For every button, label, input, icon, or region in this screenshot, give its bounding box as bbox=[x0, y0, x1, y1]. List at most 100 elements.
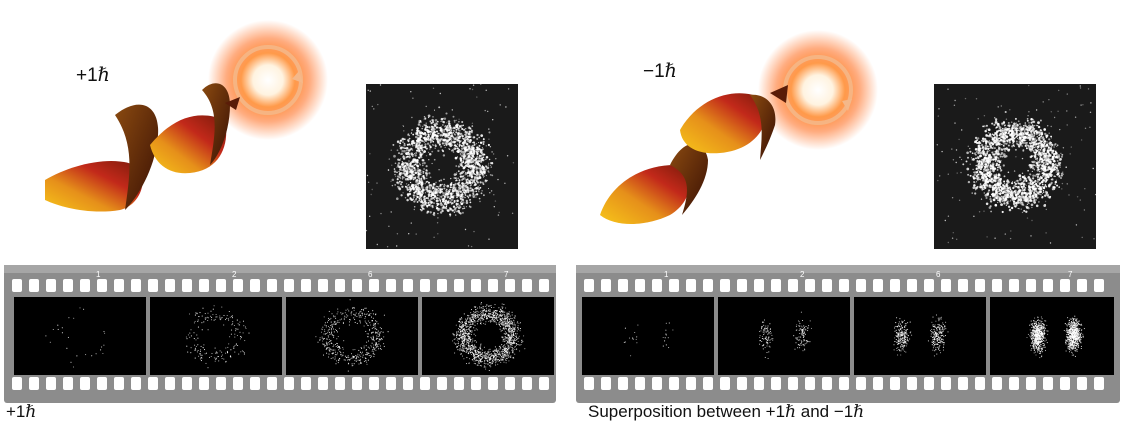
photon-dot bbox=[430, 205, 432, 207]
photon-dot bbox=[228, 310, 230, 313]
photon-dot bbox=[334, 343, 337, 346]
photon-dot bbox=[327, 341, 329, 344]
photon-dot bbox=[491, 360, 493, 363]
photon-dot bbox=[501, 317, 503, 319]
photon-dot bbox=[467, 132, 471, 136]
photon-dot bbox=[376, 243, 378, 246]
photon-dot bbox=[488, 354, 490, 356]
photon-dot bbox=[472, 320, 474, 322]
photon-dot bbox=[995, 160, 997, 162]
photon-dot bbox=[466, 357, 468, 359]
photon-dot bbox=[435, 143, 437, 145]
photon-dot bbox=[504, 339, 506, 341]
photon-dot bbox=[512, 341, 515, 343]
photon-dot bbox=[504, 331, 506, 333]
photon-dot bbox=[403, 144, 406, 147]
film-perforation bbox=[471, 377, 481, 390]
photon-dot bbox=[498, 315, 500, 317]
photon-dot bbox=[391, 164, 393, 166]
photon-dot bbox=[448, 190, 451, 193]
photon-dot bbox=[1043, 128, 1047, 131]
photon-dot bbox=[72, 366, 75, 368]
photon-dot bbox=[400, 194, 403, 197]
photon-dot bbox=[431, 162, 433, 165]
photon-dot bbox=[342, 348, 344, 350]
photon-dot bbox=[396, 140, 400, 144]
photon-dot bbox=[374, 353, 376, 355]
photon-dot bbox=[471, 151, 473, 153]
photon-dot bbox=[497, 314, 499, 316]
photon-dot bbox=[456, 333, 458, 335]
photon-dot bbox=[1013, 181, 1016, 184]
film-perforation bbox=[250, 377, 260, 390]
photon-dot bbox=[364, 307, 366, 309]
photon-dot bbox=[482, 356, 484, 358]
photon-dot bbox=[432, 116, 434, 118]
photon-dot bbox=[484, 312, 487, 314]
photon-dot bbox=[333, 344, 335, 346]
photon-dot bbox=[428, 186, 432, 190]
photon-dot bbox=[431, 204, 434, 208]
photon-dot bbox=[1032, 150, 1035, 152]
photon-dot bbox=[377, 335, 379, 337]
film-frame bbox=[150, 297, 282, 375]
photon-dot bbox=[466, 135, 469, 138]
photon-dot bbox=[482, 308, 484, 310]
photon-dot bbox=[479, 163, 481, 166]
photon-dot bbox=[471, 141, 474, 144]
photon-dot bbox=[475, 335, 477, 337]
photon-dot bbox=[1033, 146, 1035, 149]
photon-dot bbox=[418, 139, 421, 142]
photon-dot bbox=[459, 206, 462, 208]
photon-dot bbox=[987, 164, 990, 167]
photon-dot bbox=[508, 318, 510, 320]
rotation-arrow bbox=[292, 71, 303, 83]
photon-dot bbox=[400, 152, 404, 156]
photon-dot bbox=[443, 144, 445, 147]
photon-dot bbox=[496, 359, 498, 361]
photon-dot bbox=[459, 212, 462, 215]
photon-dot bbox=[393, 170, 397, 173]
photon-dot bbox=[336, 331, 338, 333]
photon-dot bbox=[1033, 169, 1036, 171]
photon-dot bbox=[511, 349, 513, 351]
photon-dot bbox=[982, 160, 986, 163]
helix-tip bbox=[770, 85, 788, 103]
photon-dot bbox=[198, 316, 200, 318]
photon-dot bbox=[208, 356, 211, 358]
photon-dot bbox=[468, 340, 470, 342]
photon-dot bbox=[408, 177, 412, 181]
photon-dot bbox=[226, 315, 228, 317]
photon-dot bbox=[495, 322, 497, 324]
film-perforation bbox=[369, 279, 379, 292]
photon-dot bbox=[457, 328, 460, 330]
photon-dot bbox=[211, 316, 213, 319]
photon-dot bbox=[499, 328, 501, 330]
photon-dot bbox=[507, 329, 509, 332]
photon-dot bbox=[483, 194, 485, 197]
photon-dot bbox=[57, 328, 59, 330]
photon-dot bbox=[436, 204, 439, 207]
photon-dot bbox=[472, 323, 474, 326]
photon-dot bbox=[508, 331, 510, 333]
film-perforation bbox=[505, 279, 515, 292]
photon-dot bbox=[468, 332, 470, 334]
photon-dot bbox=[414, 132, 417, 134]
photon-dot bbox=[511, 322, 513, 324]
photon-dot bbox=[420, 200, 423, 203]
photon-dot bbox=[514, 348, 516, 350]
photon-dot bbox=[412, 142, 416, 145]
photon-dot bbox=[193, 322, 195, 324]
photon-dot bbox=[348, 324, 350, 326]
photon-dot bbox=[461, 193, 464, 196]
photon-dot bbox=[445, 193, 449, 196]
photon-dot bbox=[470, 156, 474, 160]
photon-dot bbox=[486, 354, 488, 356]
photon-dot bbox=[444, 126, 446, 128]
photon-dot bbox=[411, 116, 413, 119]
photon-dot bbox=[523, 335, 525, 337]
photon-dot bbox=[484, 351, 486, 353]
photon-dot bbox=[201, 354, 203, 356]
photon-dot bbox=[394, 184, 397, 186]
photon-dot bbox=[239, 321, 241, 323]
